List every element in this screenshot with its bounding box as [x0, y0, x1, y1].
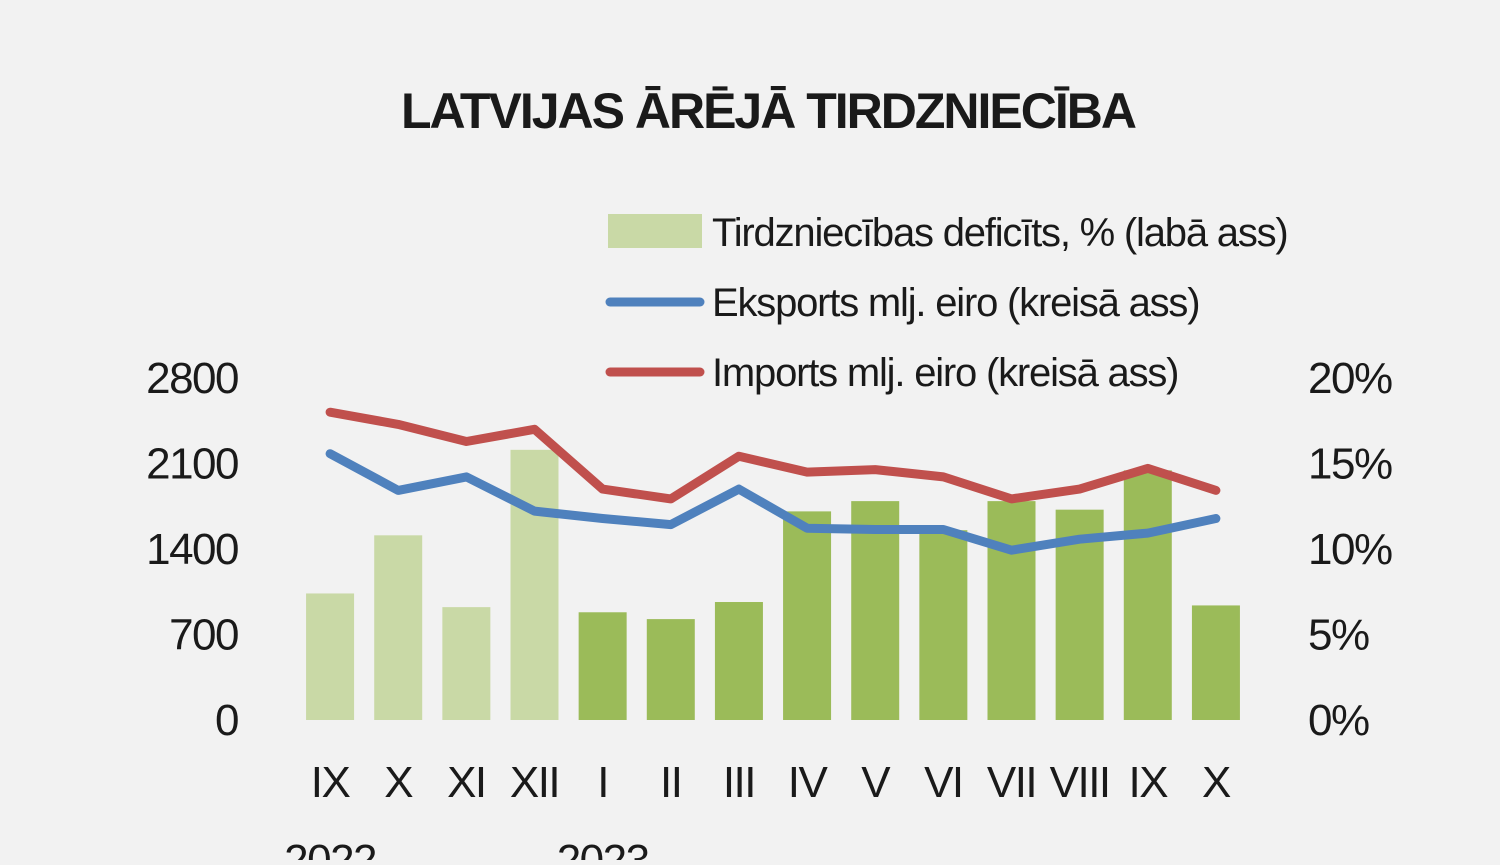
x-tick-label: I — [597, 758, 608, 807]
year-label: 2022 — [284, 836, 376, 860]
lines-group — [325, 407, 1221, 555]
deficit-bar-4 — [578, 612, 627, 720]
deficit-bar-2 — [442, 607, 491, 720]
x-tick-label: X — [384, 758, 413, 807]
x-tick-label: VII — [987, 758, 1036, 807]
legend: Tirdzniecības deficīts, % (labā ass) Eksp… — [605, 211, 1289, 395]
deficit-bar-6 — [714, 602, 763, 720]
chart-title: LATVIJAS ĀRĒJĀ TIRDZNIECĪBA — [401, 83, 1136, 139]
x-tick-label: XI — [447, 758, 486, 807]
left-axis: 0 700 1400 2100 2800 — [146, 354, 239, 745]
x-tick-label: IX — [1128, 758, 1168, 807]
x-tick-label: IV — [788, 758, 829, 807]
left-tick-label: 0 — [215, 696, 238, 745]
deficit-bar-1 — [374, 535, 423, 720]
x-tick-label: V — [861, 758, 891, 807]
export-line — [325, 449, 1221, 555]
right-tick-label: 10% — [1308, 525, 1392, 574]
right-axis: 0% 5% 10% 15% 20% — [1308, 354, 1393, 745]
right-tick-label: 5% — [1308, 611, 1369, 660]
legend-label: Tirdzniecības deficīts, % (labā ass) — [712, 211, 1288, 255]
left-tick-label: 1400 — [146, 525, 238, 574]
right-tick-label: 20% — [1308, 354, 1392, 403]
import-line — [325, 407, 1221, 504]
x-axis: IX X XI XII I II III IV V VI VII VIII IX X — [311, 758, 1233, 807]
bars-group — [306, 449, 1240, 720]
x-tick-label: IX — [311, 758, 351, 807]
x-tick-label: VIII — [1050, 758, 1110, 807]
right-tick-label: 15% — [1308, 440, 1392, 489]
legend-label: Imports mlj. eiro (kreisā ass) — [712, 351, 1178, 395]
x-tick-label: III — [723, 758, 755, 807]
deficit-bar-9 — [919, 530, 968, 720]
deficit-bar-13 — [1191, 605, 1240, 720]
deficit-bar-3 — [510, 449, 559, 720]
x-tick-label: II — [660, 758, 681, 807]
right-tick-label: 0% — [1308, 696, 1369, 745]
left-tick-label: 700 — [169, 611, 238, 660]
deficit-bar-5 — [646, 619, 695, 720]
left-tick-label: 2800 — [146, 354, 238, 403]
year-labels: 2022 2023 — [284, 836, 650, 865]
left-tick-label: 2100 — [146, 440, 238, 489]
deficit-bar-10 — [987, 501, 1036, 720]
x-tick-label: XII — [510, 758, 559, 807]
x-tick-label: VI — [924, 758, 963, 807]
deficit-bar-7 — [783, 511, 832, 720]
deficit-bar-12 — [1123, 470, 1172, 720]
legend-bar-swatch — [608, 214, 702, 248]
x-tick-label: X — [1202, 758, 1231, 807]
deficit-bar-0 — [306, 593, 355, 720]
deficit-bar-8 — [851, 501, 900, 720]
year-label: 2023 — [557, 836, 649, 860]
legend-label: Eksports mlj. eiro (kreisā ass) — [712, 281, 1199, 325]
